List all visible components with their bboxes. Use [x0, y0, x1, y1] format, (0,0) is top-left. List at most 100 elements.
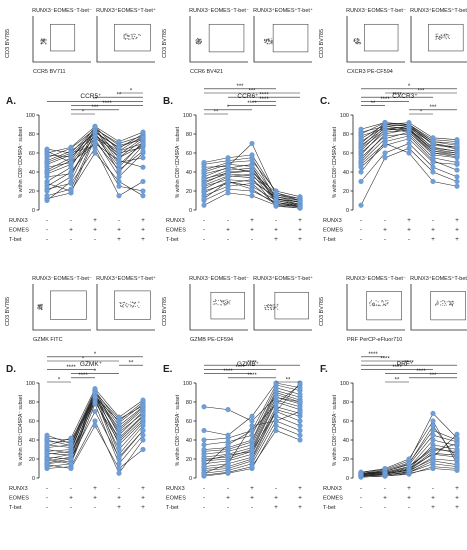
- flow-event-dot: [123, 35, 125, 37]
- flow-gate-title: RUNX3⁺EOMES⁺T-bet⁺: [96, 7, 156, 14]
- flow-event-dot: [43, 40, 45, 42]
- data-point: [249, 437, 255, 443]
- data-point: [140, 135, 146, 141]
- flow-event-dot: [437, 301, 439, 303]
- flow-event-dot: [123, 37, 125, 39]
- data-point: [297, 204, 303, 210]
- flow-event-dot: [229, 300, 231, 302]
- flow-event-dot: [442, 300, 444, 302]
- flow-event-dot: [265, 308, 267, 310]
- condition-sign: +: [226, 495, 230, 502]
- flow-event-dot: [436, 300, 438, 302]
- flow-event-dot: [436, 304, 438, 306]
- data-point: [116, 193, 122, 199]
- flow-event-dot: [449, 304, 451, 306]
- significance-label: ****: [235, 365, 245, 371]
- data-point: [68, 180, 74, 186]
- condition-sign: +: [383, 227, 387, 234]
- significance-label: *: [130, 88, 133, 94]
- data-point: [297, 427, 303, 434]
- flow-event-dot: [215, 303, 217, 305]
- flow-event-dot: [198, 41, 200, 43]
- data-point: [116, 465, 122, 472]
- flow-event-dot: [39, 306, 41, 308]
- flow-event-dot: [447, 35, 449, 37]
- data-point: [140, 416, 146, 422]
- flow-event-dot: [222, 301, 224, 303]
- data-point: [116, 183, 122, 189]
- flow-event-dot: [381, 301, 383, 303]
- flow-event-dot: [266, 305, 268, 307]
- flow-event-dot: [435, 34, 437, 36]
- condition-sign: +: [117, 504, 121, 511]
- data-point: [140, 432, 146, 438]
- data-point: [44, 193, 50, 199]
- data-point: [454, 431, 460, 437]
- flow-event-dot: [444, 303, 446, 305]
- data-point: [454, 167, 460, 173]
- flow-gate-title: RUNX3⁺EOMES⁺T-bet⁺: [253, 275, 313, 282]
- data-point: [116, 167, 122, 173]
- flow-event-dot: [354, 42, 356, 44]
- flow-event-dot: [435, 304, 437, 306]
- condition-sign: -: [432, 485, 434, 492]
- data-point: [44, 180, 50, 186]
- condition-row-label: T-bet: [9, 505, 22, 511]
- condition-row-label: RUNX3: [323, 218, 342, 224]
- flow-event-dot: [224, 302, 226, 304]
- data-point: [406, 467, 412, 473]
- data-point: [249, 175, 255, 181]
- flow-axes: [32, 284, 91, 331]
- flow-event-dot: [213, 301, 215, 303]
- condition-row-label: T-bet: [166, 505, 179, 511]
- flow-event-dot: [446, 301, 448, 303]
- flow-event-dot: [360, 42, 362, 44]
- condition-sign: +: [407, 485, 411, 492]
- flow-event-dot: [277, 303, 279, 305]
- data-point: [249, 168, 255, 174]
- data-point: [116, 454, 122, 460]
- flow-event-dot: [227, 301, 229, 303]
- significance-label: ****: [259, 93, 269, 99]
- data-point: [454, 452, 460, 458]
- panel-prf: F. CD3 BV785 RUNX3⁻EOMES⁻T-bet⁻ RUNX3⁺EOMES…: [319, 275, 467, 511]
- flow-axes: [346, 16, 405, 63]
- data-point: [44, 443, 50, 449]
- data-point: [140, 155, 146, 161]
- condition-sign: -: [251, 236, 253, 243]
- data-point: [225, 452, 231, 458]
- flow-event-dot: [384, 304, 386, 306]
- flow-event-dot: [268, 39, 270, 41]
- y-tick-label: 100: [26, 113, 35, 119]
- condition-sign: -: [203, 504, 205, 511]
- flow-event-dot: [134, 36, 136, 38]
- flow-event-dot: [448, 300, 450, 302]
- gate-box: [364, 23, 399, 52]
- flow-event-dot: [122, 306, 124, 308]
- flow-event-dot: [120, 303, 122, 305]
- flow-event-dot: [272, 41, 274, 43]
- flow-event-dot: [224, 304, 226, 306]
- condition-sign: +: [431, 495, 435, 502]
- data-point: [430, 148, 436, 154]
- data-point: [92, 394, 98, 400]
- flow-event-dot: [440, 33, 442, 35]
- data-point: [201, 464, 207, 470]
- panel-ccr6: B. CD3 BV785 RUNX3⁻EOMES⁻T-bet⁻ RUNX3⁺EOMES…: [162, 7, 313, 243]
- gate-box: [114, 23, 151, 52]
- significance-label: ***: [91, 105, 99, 111]
- data-point: [382, 155, 388, 161]
- flow-event-dot: [440, 36, 442, 38]
- flow-event-dot: [267, 42, 269, 44]
- flow-event-dot: [125, 303, 127, 305]
- data-point: [454, 159, 460, 166]
- significance-label: **: [371, 101, 376, 107]
- condition-row-label: EOMES: [166, 228, 186, 234]
- data-point: [297, 432, 303, 438]
- flow-event-dot: [133, 303, 135, 305]
- flow-event-dot: [131, 38, 133, 40]
- flow-event-dot: [274, 306, 276, 308]
- flow-y-axis-label: CD3 BV785: [319, 297, 325, 326]
- condition-sign: -: [46, 227, 48, 234]
- data-point: [273, 418, 279, 424]
